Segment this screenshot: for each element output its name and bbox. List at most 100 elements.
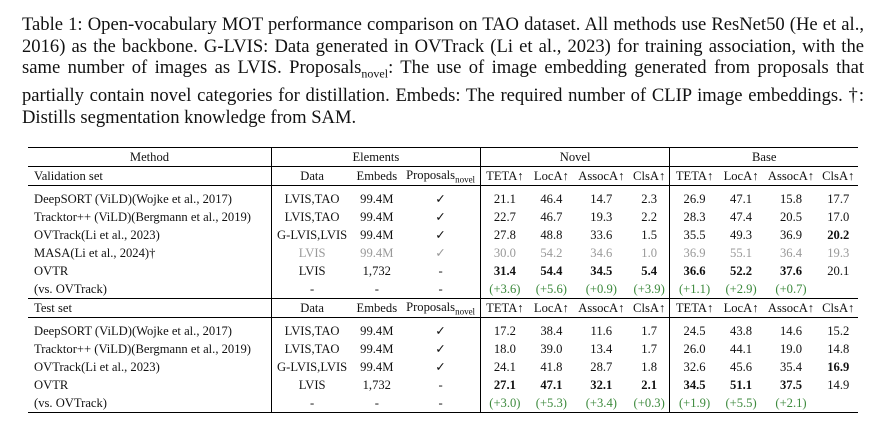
row-base-value [819,280,858,299]
col-novel-assoca: AssocA↑ [573,166,629,186]
row-proposals: ✓ [435,210,446,224]
row-method: OVTR [34,377,69,392]
row-base-value: 36.9 [779,227,803,242]
row-novel-value: 27.1 [479,376,529,394]
col-base-assoca: AssocA↑ [763,298,819,318]
col-data: Data [270,166,353,186]
table-row: Tracktor++ (ViLD)(Bergmann et al., 2019)… [28,340,858,358]
row-method: OVTR [34,263,69,278]
row-base-value: 37.5 [779,377,803,392]
row-base-value: 44.1 [730,341,753,356]
validation-section-title: Validation set [28,166,272,186]
row-base-value: 28.3 [669,208,719,226]
col-base-teta: TETA↑ [669,166,719,186]
row-novel-value: 33.6 [590,227,613,242]
row-base-value: 32.6 [669,358,719,376]
table-row: DeepSORT (ViLD)(Wojke et al., 2017) LVIS,… [28,185,858,208]
row-data: LVIS,TAO [270,185,353,208]
row-embeds: 1,732 [362,263,391,278]
col-data: Data [270,298,353,318]
row-base-value: 15.8 [763,185,819,208]
row-base-value: 17.0 [827,209,850,224]
col-novel-assoca: AssocA↑ [573,298,629,318]
table-row: (vs. OVTrack) - - - (+3.6) (+5.6) (+0.9) (+3.9)… [28,280,858,299]
header-base: Base [669,147,858,167]
col-novel-teta: TETA↑ [479,166,529,186]
row-novel-value: 13.4 [590,341,613,356]
row-base-value: 20.1 [827,263,850,278]
row-novel-value: (+5.6) [535,281,567,296]
row-novel-value: 38.4 [528,317,574,340]
row-data: G-LVIS,LVIS [270,358,353,376]
row-method: MASA(Li et al., 2024)† [34,245,156,260]
row-base-value: (+1.9) [669,394,719,413]
col-proposals: Proposalsnovel [401,166,481,186]
row-base-value: 14.9 [827,377,850,392]
row-novel-value: 21.1 [479,185,529,208]
row-novel-value: 1.8 [641,359,658,374]
row-data: LVIS [270,376,353,394]
table-row: OVTrack(Li et al., 2023) G-LVIS,LVIS 99.4M… [28,358,858,376]
results-table: Method Elements Novel Base Validation se… [28,147,858,413]
row-embeds: - [352,394,402,413]
row-proposals: - [438,281,443,296]
row-novel-value: 27.8 [479,226,529,244]
row-proposals: ✓ [435,246,446,260]
header-elements: Elements [270,147,481,167]
col-novel-loca: LocA↑ [528,166,574,186]
row-novel-value: 46.7 [540,209,563,224]
row-base-value: 14.6 [763,317,819,340]
row-base-value: 20.5 [779,209,803,224]
col-base-assoca: AssocA↑ [763,166,819,186]
row-method: (vs. OVTrack) [34,281,107,296]
row-novel-value: 2.1 [641,377,658,392]
row-data: G-LVIS,LVIS [270,226,353,244]
row-novel-value: 39.0 [540,341,563,356]
row-novel-value: 41.8 [540,359,563,374]
row-novel-value: (+3.6) [479,280,529,299]
col-base-clsa: ClsA↑ [818,298,858,318]
row-novel-value: 46.4 [528,185,574,208]
row-base-value: 16.9 [827,359,850,374]
row-base-value: 34.5 [669,376,719,394]
col-novel-loca: LocA↑ [528,298,574,318]
row-base-value: 26.9 [669,185,719,208]
row-base-value: 47.4 [730,209,753,224]
col-proposals-sub: novel [455,306,476,317]
row-data: LVIS [270,262,353,280]
row-data: LVIS,TAO [270,208,353,226]
caption-text-1: Open-vocabulary MOT performance comparis… [22,14,865,78]
row-base-value: (+1.1) [669,280,719,299]
caption-sub: novel [361,66,389,81]
row-proposals: - [438,377,443,392]
row-base-value: (+2.1) [763,394,819,413]
row-novel-value: 19.3 [590,209,613,224]
col-proposals: Proposalsnovel [401,298,481,318]
row-novel-value: 54.4 [540,263,563,278]
row-novel-value: (+3.9) [633,281,665,296]
row-novel-value: 17.2 [479,317,529,340]
table-row: (vs. OVTrack) - - - (+3.0) (+5.3) (+3.4) (+0.3)… [28,394,858,413]
row-novel-value: (+3.4) [573,394,629,413]
row-method: DeepSORT (ViLD)(Wojke et al., 2017) [28,317,272,340]
row-method: Tracktor++ (ViLD)(Bergmann et al., 2019) [34,209,252,224]
row-data: - [270,280,353,299]
validation-column-header-row: Validation set Data Embeds Proposalsnovel TE… [28,166,858,186]
table-row: MASA(Li et al., 2024)† LVIS 99.4M ✓ 30.0 54.2… [28,244,858,262]
table-row: DeepSORT (ViLD)(Wojke et al., 2017) LVIS,… [28,317,858,340]
row-novel-value: 1.5 [641,227,658,242]
row-novel-value: 14.7 [573,185,629,208]
row-proposals: - [438,263,443,278]
row-proposals: ✓ [401,317,481,340]
row-novel-value: 48.8 [540,227,563,242]
row-embeds: 99.4M [360,341,394,356]
row-novel-value: 34.5 [590,263,613,278]
row-base-value: 49.3 [730,227,753,242]
row-base-value: 15.2 [818,317,858,340]
row-base-value: 17.7 [818,185,858,208]
test-section-title: Test set [28,298,272,318]
row-novel-value: (+0.3) [628,394,670,413]
header-method: Method [28,147,272,167]
row-novel-value: (+0.9) [585,281,617,296]
table-row: OVTrack(Li et al., 2023) G-LVIS,LVIS 99.4M… [28,226,858,244]
